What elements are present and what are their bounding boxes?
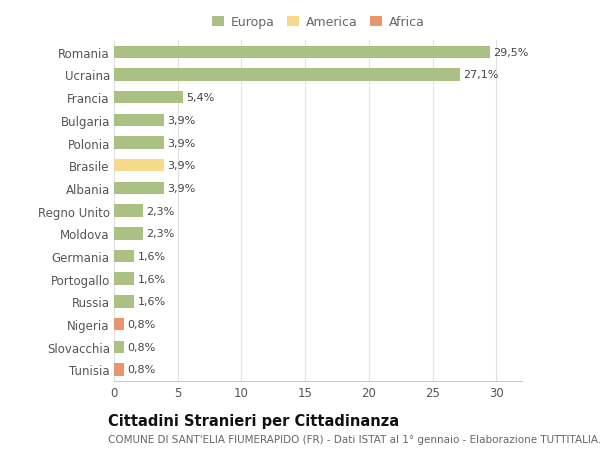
Bar [114,182,164,195]
Bar [114,46,490,59]
Bar [114,114,164,127]
Text: 29,5%: 29,5% [493,48,529,58]
Bar [114,364,124,376]
Bar [114,205,143,218]
Text: 0,8%: 0,8% [127,364,155,375]
Text: 3,9%: 3,9% [167,184,195,194]
Text: 1,6%: 1,6% [137,252,166,262]
Text: 27,1%: 27,1% [463,70,498,80]
Text: 1,6%: 1,6% [137,274,166,284]
Bar [114,250,134,263]
Text: COMUNE DI SANT'ELIA FIUMERAPIDO (FR) - Dati ISTAT al 1° gennaio - Elaborazione T: COMUNE DI SANT'ELIA FIUMERAPIDO (FR) - D… [108,434,600,444]
Text: 3,9%: 3,9% [167,116,195,126]
Text: 1,6%: 1,6% [137,297,166,307]
Text: 2,3%: 2,3% [146,229,175,239]
Bar [114,160,164,172]
Bar [114,296,134,308]
Bar [114,228,143,240]
Bar [114,318,124,330]
Bar [114,273,134,285]
Text: Cittadini Stranieri per Cittadinanza: Cittadini Stranieri per Cittadinanza [108,413,399,428]
Bar [114,92,183,104]
Text: 0,8%: 0,8% [127,319,155,330]
Bar [114,341,124,353]
Text: 3,9%: 3,9% [167,138,195,148]
Bar [114,137,164,150]
Text: 0,8%: 0,8% [127,342,155,352]
Text: 2,3%: 2,3% [146,206,175,216]
Bar [114,69,460,82]
Text: 3,9%: 3,9% [167,161,195,171]
Text: 5,4%: 5,4% [186,93,214,103]
Legend: Europa, America, Africa: Europa, America, Africa [209,14,427,32]
